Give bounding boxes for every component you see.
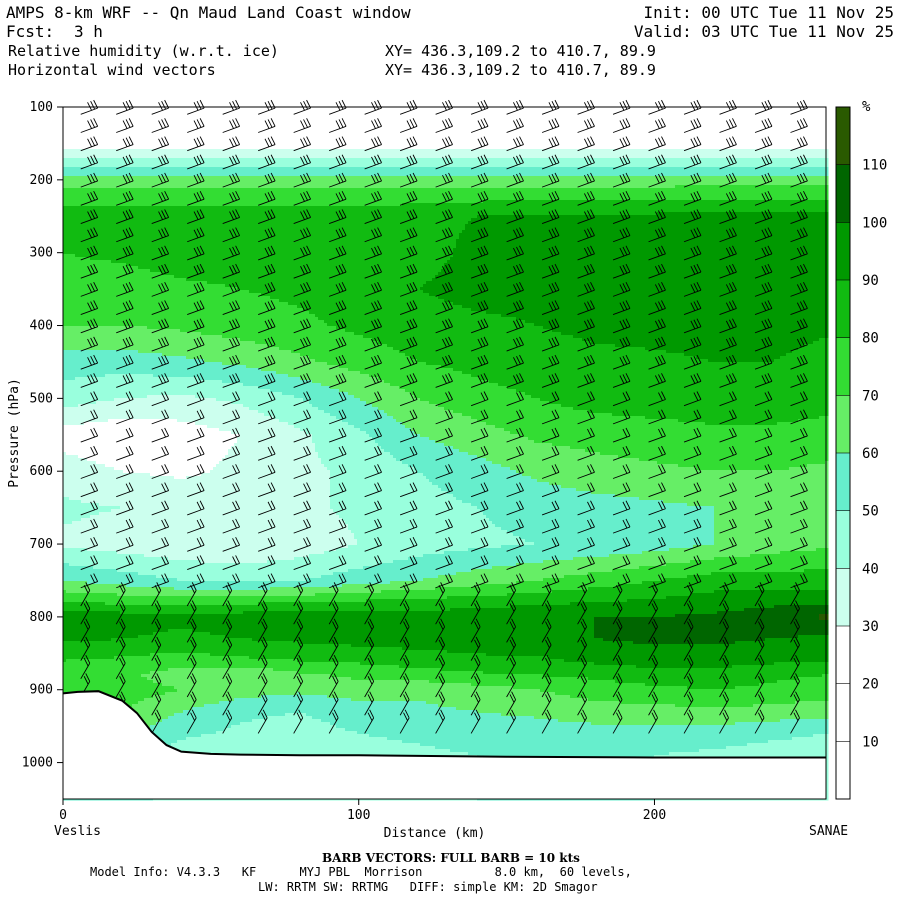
colorbar-label: 80 [862,331,879,347]
y-tick-label: 700 [30,537,53,552]
colorbar: 10 20 30 40 50 60 70 80 90 100 110% [836,99,887,799]
colorbar-label: 90 [862,273,879,289]
colorbar-label: 10 [862,734,879,750]
model-info-line-1: Model Info: V4.3.3 KF MYJ PBL Morrison 8… [90,865,632,879]
x-tick-label: 0 [59,808,67,823]
y-tick-label: 100 [30,100,53,115]
colorbar-label: 60 [862,446,879,462]
x-axis-label: Distance (km) [384,826,486,841]
left-location-label: Veslis [54,824,101,839]
model-info-line-2: LW: RRTM SW: RRTMG DIFF: simple KM: 2D S… [258,880,598,894]
y-tick-label: 200 [30,173,53,188]
x-tick-label: 100 [347,808,370,823]
y-tick-label: 800 [30,610,53,625]
barb-legend: BARB VECTORS: FULL BARB = 10 kts [322,851,580,865]
colorbar-swatch [836,741,850,799]
colorbar-unit: % [862,99,871,115]
colorbar-label: 50 [862,504,879,520]
colorbar-label: 20 [862,677,879,693]
y-tick-label: 600 [30,464,53,479]
y-tick-label: 1000 [22,756,53,771]
y-tick-label: 900 [30,683,53,698]
colorbar-label: 30 [862,619,879,635]
colorbar-swatch [836,568,850,626]
y-tick-label: 500 [30,391,53,406]
colorbar-label: 70 [862,388,879,404]
y-axis-label: Pressure (hPa) [7,378,22,488]
colorbar-swatch [836,626,850,684]
colorbar-swatch [836,453,850,511]
colorbar-swatch [836,338,850,396]
colorbar-swatch [836,280,850,338]
x-tick-label: 200 [643,808,666,823]
colorbar-label: 100 [862,215,887,231]
colorbar-swatch [836,222,850,280]
colorbar-swatch [836,684,850,742]
colorbar-swatch [836,165,850,223]
colorbar-label: 110 [862,158,887,174]
colorbar-swatch [836,107,850,165]
colorbar-label: 40 [862,561,879,577]
colorbar-swatch [836,511,850,569]
colorbar-swatch [836,395,850,453]
y-tick-label: 300 [30,246,53,261]
right-location-label: SANAE [809,824,848,839]
y-tick-label: 400 [30,319,53,334]
